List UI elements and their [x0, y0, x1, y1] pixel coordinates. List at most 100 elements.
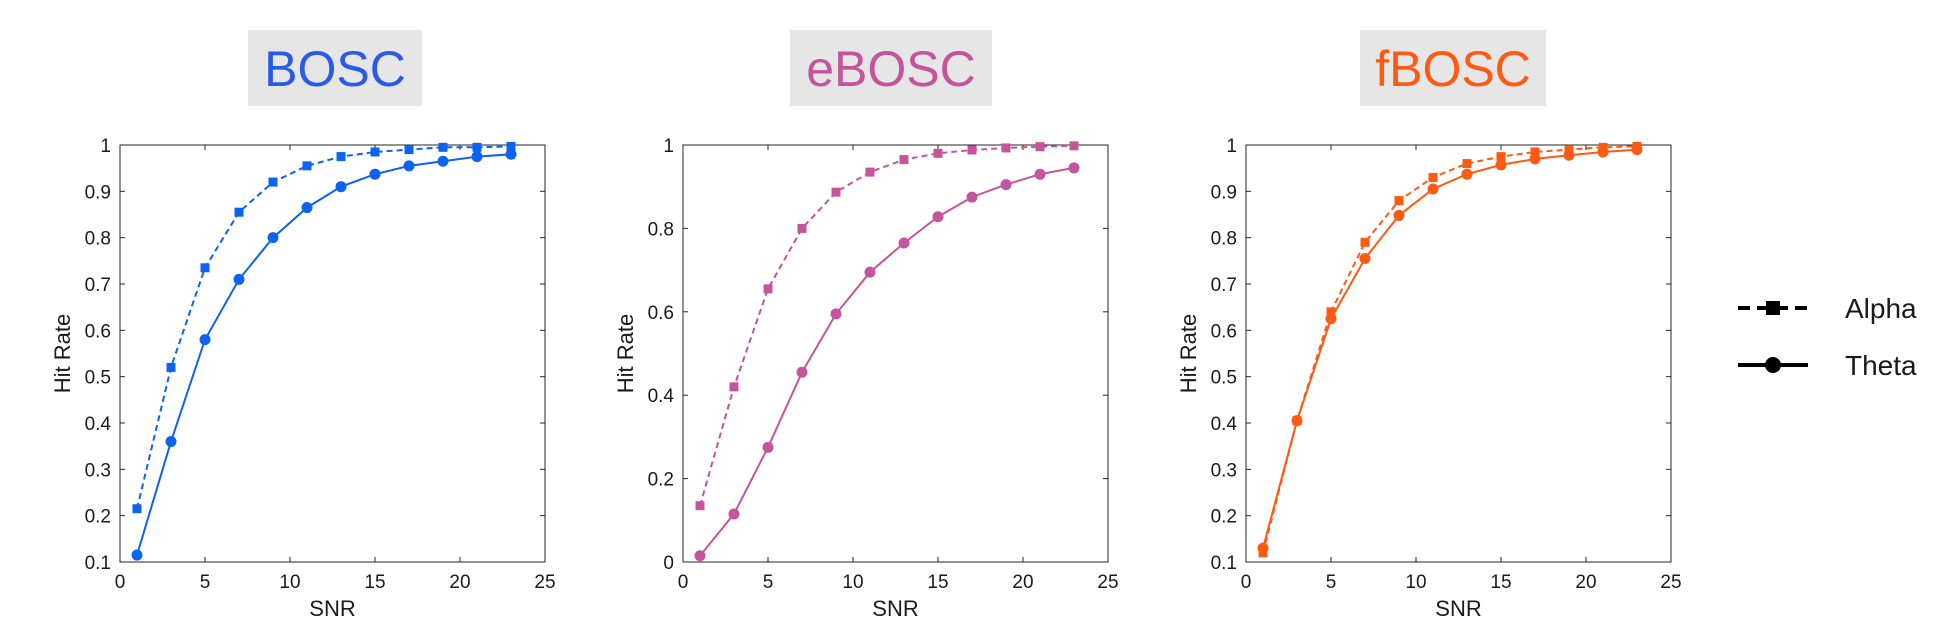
y-tick-label: 0.8 — [85, 229, 111, 250]
data-point — [1034, 168, 1046, 180]
legend-marker — [1765, 357, 1781, 373]
data-point — [404, 145, 414, 155]
plot-frame — [1245, 144, 1672, 563]
data-point — [966, 191, 978, 203]
data-point — [729, 382, 739, 392]
data-point — [1326, 307, 1336, 317]
data-point — [234, 207, 244, 217]
y-tick-label: 0.2 — [85, 507, 111, 528]
data-point — [505, 148, 517, 160]
data-point — [438, 142, 448, 152]
data-point — [933, 148, 943, 158]
y-tick-label: 0.9 — [1211, 182, 1237, 203]
series-line-theta — [699, 166, 1075, 557]
y-axis-label: Hit Rate — [613, 314, 638, 393]
series-alpha — [695, 141, 1079, 511]
data-point — [335, 181, 347, 193]
data-point — [403, 160, 415, 172]
data-point — [1359, 253, 1371, 265]
data-point — [1462, 159, 1472, 169]
data-point — [1631, 144, 1643, 156]
series-line-alpha — [1262, 145, 1638, 553]
x-tick-label: 0 — [678, 572, 689, 593]
x-tick-label: 5 — [763, 572, 774, 593]
data-point — [268, 177, 278, 187]
x-tick-label: 5 — [1326, 572, 1337, 593]
data-point — [302, 161, 312, 171]
data-point — [932, 211, 944, 223]
data-point — [831, 187, 841, 197]
y-tick-label: 0.7 — [1211, 275, 1237, 296]
x-tick-label: 0 — [115, 572, 126, 593]
data-point — [1530, 147, 1540, 157]
x-tick-label: 0 — [1241, 572, 1252, 593]
title-box — [248, 30, 422, 106]
series-line-theta — [1262, 148, 1638, 549]
data-point — [370, 147, 380, 157]
y-tick-label: 0 — [663, 553, 674, 574]
data-point — [763, 284, 773, 294]
data-point — [728, 508, 740, 520]
data-point — [166, 362, 176, 372]
data-point — [830, 308, 842, 320]
y-tick-label: 1 — [100, 136, 111, 157]
data-point — [967, 145, 977, 155]
x-tick-label: 25 — [1660, 572, 1681, 593]
chart-panel-bosc: BOSC 0 5 10 15 20 25 0.1 0.2 0.3 0.4 0.5 0.6 0.7 0.8 0.… — [50, 30, 556, 621]
data-point — [1597, 146, 1609, 158]
x-tick-label: 20 — [449, 572, 470, 593]
data-point — [131, 549, 143, 561]
y-tick-label: 0.4 — [85, 414, 112, 435]
x-tick-label: 20 — [1012, 572, 1033, 593]
data-point — [132, 504, 142, 514]
chart-panel-ebosc: eBOSC 0 5 10 15 20 25 0 0.2 0.4 0.6 0.8 1 SNR Hit Rate — [613, 30, 1119, 621]
y-tick-label: 0.9 — [85, 182, 111, 203]
data-point — [695, 501, 705, 511]
title-box — [790, 30, 992, 106]
y-tick-label: 0.4 — [648, 386, 675, 407]
data-point — [796, 366, 808, 378]
data-point — [1068, 162, 1080, 174]
plot-frame — [682, 144, 1109, 563]
legend: Alpha Theta — [1738, 293, 1917, 381]
data-point — [1529, 153, 1541, 165]
data-point — [1394, 196, 1404, 206]
x-tick-label: 20 — [1575, 572, 1596, 593]
x-tick-label: 5 — [200, 572, 211, 593]
data-point — [1428, 172, 1438, 182]
legend-label: Theta — [1845, 350, 1917, 381]
data-point — [472, 142, 482, 152]
data-point — [471, 151, 483, 163]
data-point — [1496, 152, 1506, 162]
x-axis-label: SNR — [1435, 596, 1481, 621]
x-tick-label: 15 — [364, 572, 385, 593]
series-line-theta — [136, 153, 512, 556]
data-point — [1257, 542, 1269, 554]
x-tick-label: 15 — [1490, 572, 1511, 593]
series-line-alpha — [136, 145, 512, 509]
series-alpha — [1258, 141, 1642, 558]
y-tick-label: 0.1 — [85, 553, 111, 574]
chart-title: BOSC — [264, 41, 406, 97]
y-tick-label: 0.2 — [648, 470, 674, 491]
y-tick-label: 0.5 — [85, 368, 111, 389]
data-point — [797, 223, 807, 233]
series-theta — [694, 162, 1080, 562]
data-point — [1564, 145, 1574, 155]
data-point — [1461, 168, 1473, 180]
y-tick-label: 0.4 — [1211, 414, 1238, 435]
y-tick-label: 0.1 — [1211, 553, 1237, 574]
data-point — [267, 232, 279, 244]
data-point — [899, 155, 909, 165]
x-tick-label: 10 — [1405, 572, 1426, 593]
y-axis-label: Hit Rate — [50, 314, 75, 393]
y-tick-label: 0.3 — [85, 460, 111, 481]
y-tick-label: 0.6 — [648, 303, 674, 324]
data-point — [1001, 143, 1011, 153]
data-point — [233, 273, 245, 285]
series-line-alpha — [699, 144, 1075, 506]
y-tick-label: 0.8 — [648, 219, 674, 240]
legend-item-theta: Theta — [1738, 350, 1917, 381]
data-point — [336, 152, 346, 162]
